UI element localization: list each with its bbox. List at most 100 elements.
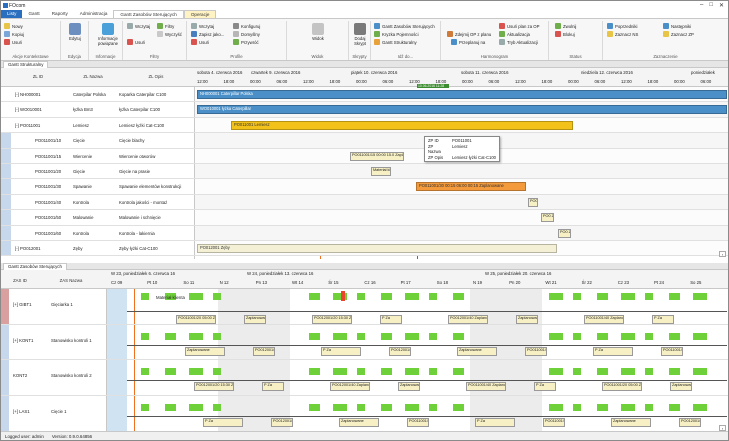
resource-operation[interactable]: PO012001/40 Zaplanowane [330,382,370,392]
resource-operation[interactable]: Zaplanowane [339,418,379,428]
profile-restore-button[interactable]: Przywróć [233,39,259,45]
table-row[interactable]: [-] WO010001 łyżka Bm3 łyżka Caterpilar C1… [1,102,728,118]
filter-load-button[interactable]: Wczytaj [127,23,150,29]
tab-gantt-strukturalny[interactable]: Gantt Strukturalny [3,61,49,68]
table-row[interactable]: PO011001/20 Gięcie Gięcie na prasie Materia… [1,164,728,180]
tab-gantt-zasobow-panel[interactable]: Gantt Zasobów Sterujących [3,263,67,270]
related-info-button[interactable]: Informacje powiązane [97,23,119,46]
update-button[interactable]: Aktualizacja [499,31,530,37]
operation-bar[interactable]: PO0 Zapl [528,197,538,207]
tab-gantt-zasobow[interactable]: Gantt Zasobów Sterujących [113,10,184,18]
resource-operation[interactable]: Zaplanowane [611,418,651,428]
profile-load-button[interactable]: Wczytaj [191,23,214,29]
tab-gantt[interactable]: Gantt [28,11,40,16]
close-icon[interactable]: ✕ [718,3,724,9]
unplan-button[interactable]: Zdejmij OP z planu [447,31,491,37]
goto-gantt-structural-button[interactable]: Gantt Strukturalny [374,39,417,45]
resource-operation[interactable]: PO011001/40 Zaplanowane [525,346,547,356]
remove-plan-button[interactable]: Usuń plan za OP [499,23,539,29]
resource-operation[interactable]: PO012001/20 15:30 Zaplanowane [679,418,701,428]
resource-operation[interactable]: PO012001/20 15:30 Zaplanowane [253,346,275,356]
maximize-icon[interactable]: □ [709,2,713,8]
col-zas-id[interactable]: ZAS ID [13,278,27,283]
resource-operation[interactable]: PO011001/40 Zaplanowane [584,315,624,324]
resource-row[interactable]: [+] LAS1 Cięcie 1 P Za PO012001/40 Zaplanow… [1,396,728,432]
profile-configure-button[interactable]: Konfiguruj [233,23,260,29]
successors-button[interactable]: Następniki [663,23,691,29]
table-row[interactable]: PO011001/60 Kontrola Kontrola - lakiernia P… [1,225,728,241]
resource-operation[interactable]: PO012001/40 Zaplanowane [271,418,293,428]
operation-bar[interactable]: PO0 Zapl [558,228,571,238]
resource-row[interactable]: [+] KONT1 Stanowisko kontroli 1 Zaplanowan… [1,324,728,361]
col-zl-nazwa[interactable]: ZL Nazwa [83,74,103,79]
resource-operation[interactable]: P Za [534,382,556,392]
resource-operation[interactable]: P Za [652,315,674,324]
resource-operation[interactable]: PO012001/20 15:30 Zaplanowane [312,315,352,324]
col-zas-nazwa[interactable]: ZAS Nazwa [59,278,83,283]
edit-button[interactable]: Edytuj [66,23,84,41]
resource-operation[interactable]: Zaplanowane [516,315,538,324]
resource-operation[interactable]: PO011001/20 05:00 Zaplanowane [602,382,642,392]
new-button[interactable]: Nowy [4,23,23,29]
resource-operation[interactable]: PO011001/20 05:00 Zaplanowane [543,418,565,428]
filters-button[interactable]: Filtry [157,23,174,29]
gantt-bar[interactable]: PO011001/30 00:15 06:00 00:15 Zaplanowan… [416,182,526,192]
filter-clear-button[interactable]: Wyczyść [157,31,182,37]
goto-gantt-zasobow-button[interactable]: Gantt Zasobów Sterujących [374,23,435,29]
resource-operation[interactable]: PO011001/20 05:00 Zaplanowane [661,346,683,356]
delete-button[interactable]: Usuń [4,39,22,45]
select-zp-button[interactable]: Zaznacz ZP [663,31,694,37]
tab-operacje[interactable]: Operacje [183,10,217,18]
table-row[interactable]: PO011001/10 Cięcie Cięcie blachy [1,133,728,149]
resource-operation[interactable]: P Za [321,346,361,356]
predecessors-button[interactable]: Poprzedniki [607,23,637,29]
resource-operation[interactable]: P Za [203,418,243,428]
table-row[interactable]: PO011001/30 Spawanie Spawanie elementów ko… [1,179,728,195]
operation-bar[interactable]: Materiał klienta Zapl. [371,167,391,176]
resource-operation[interactable]: PO012001/20 15:30 Zaplanowane [194,382,234,392]
resource-operation[interactable]: Zaplanowane [457,346,497,356]
table-row[interactable]: PO011001/50 Malowanie Malowanie i schnięci… [1,210,728,226]
table-row[interactable]: [-] PO011001 Lemiesz Lemiesz łyżki Cat-C10… [1,117,728,134]
goto-capacity-button[interactable]: Kryzka Pojemności [374,31,419,37]
resource-operation[interactable]: Zaplanowane [185,346,225,356]
update-mode-button[interactable]: Tryb Aktualizacji [499,39,538,45]
table-row[interactable]: PO011001/15 Wiercenie Wiercenie otworów PO0… [1,148,728,164]
resource-operation[interactable]: P Za [380,315,402,324]
select-ns-button[interactable]: Zaznacz NS [607,31,638,37]
gantt-bar[interactable]: PO011001 Lemiesz [231,120,573,130]
release-button[interactable]: Zwolnij [555,23,576,29]
operation-bar[interactable]: PO011001/15 00:00 15.0 Zaplanowane [350,151,404,161]
resource-operation[interactable]: Zaplanowane [244,315,266,324]
view-button[interactable]: Widok [309,23,327,41]
gantt-bar[interactable]: WO010001 łyżka Caterpillar [197,105,727,115]
col-zl-opis[interactable]: ZL Opis [148,74,164,79]
copy-button[interactable]: Kopiuj [4,31,24,37]
minimize-icon[interactable]: – [700,2,704,8]
scroll-right-icon[interactable]: › [719,425,726,431]
replan-button[interactable]: Przeplanuj na [451,39,485,45]
resource-operation[interactable]: P Za [475,418,515,428]
gantt-bar[interactable]: PO012001 Zęby [197,244,557,253]
filter-delete-button[interactable]: Usuń [127,39,145,45]
add-script-button[interactable]: Dodaj Skrypt [351,23,369,46]
resource-operation[interactable]: Zaplanowane [398,382,420,392]
col-zl-id[interactable]: ZL ID [32,74,44,79]
resource-row[interactable]: KONT2 Stanowisko kontroli 2 PO012001/20 15… [1,360,728,397]
resource-row[interactable]: [+] GIBT1 Gięciarka 1 PO011001/20 05:00 Za… [1,289,728,325]
resource-operation[interactable]: PO011001/40 Zaplanowane [407,418,429,428]
resource-operation[interactable]: PO012001/40 Zaplanowane [389,346,411,356]
tab-raporty[interactable]: Raporty [51,11,68,16]
resource-operation[interactable]: P Za [593,346,633,356]
scroll-right-icon[interactable]: › [719,251,726,257]
operation-bar[interactable]: PO0 Zapl [541,213,554,223]
profile-default-button[interactable]: Domyślny [233,31,260,37]
resource-operation[interactable]: PO011001/20 05:00 Zaplanowane [176,315,216,324]
profile-delete-button[interactable]: Usuń [191,39,209,45]
block-button[interactable]: Blokuj [555,31,575,37]
resource-operation[interactable]: Zaplanowane [670,382,692,392]
gantt-bar[interactable]: NH000001 Caterpillar Polska [197,90,727,99]
tab-listy[interactable]: Listy [1,10,23,18]
tab-administracja[interactable]: Administracja [79,11,108,16]
table-row[interactable]: PO011001/40 Kontrola Kontrola jakości - mo… [1,194,728,211]
